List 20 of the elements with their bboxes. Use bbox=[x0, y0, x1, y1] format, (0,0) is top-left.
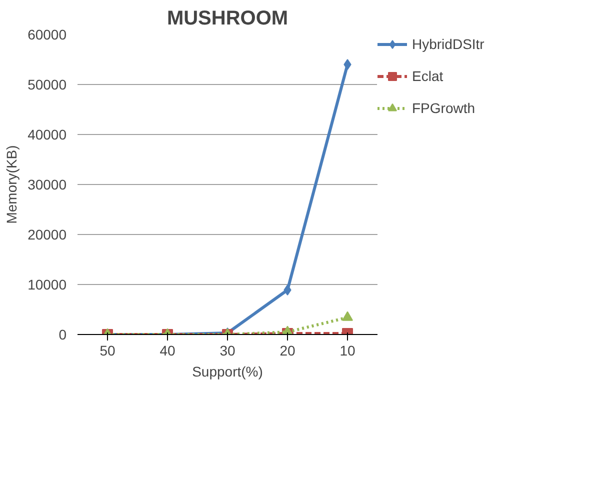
y-tick-label: 0 bbox=[58, 326, 67, 342]
x-tick-label: 20 bbox=[280, 342, 296, 358]
chart-title: MUSHROOM bbox=[166, 8, 288, 30]
x-tick-label: 40 bbox=[160, 342, 176, 358]
x-axis-title: Support(%) bbox=[192, 364, 263, 380]
legend-label: Eclat bbox=[412, 68, 444, 84]
y-tick-label: 20000 bbox=[28, 226, 67, 242]
x-tick-label: 30 bbox=[220, 342, 236, 358]
x-tick-label: 10 bbox=[340, 342, 356, 358]
point bbox=[344, 59, 352, 70]
y-tick-label: 60000 bbox=[28, 26, 67, 42]
y-tick-label: 30000 bbox=[28, 176, 67, 192]
y-tick-label: 50000 bbox=[28, 76, 67, 92]
point bbox=[342, 311, 353, 321]
legend-label: FPGrowth bbox=[412, 100, 476, 116]
y-tick-label: 10000 bbox=[28, 276, 67, 292]
y-tick-label: 40000 bbox=[28, 126, 67, 142]
y-axis-title: Memory(KB) bbox=[4, 145, 20, 224]
legend-label: HybridDSItr bbox=[412, 36, 484, 52]
x-tick-label: 50 bbox=[100, 342, 116, 358]
